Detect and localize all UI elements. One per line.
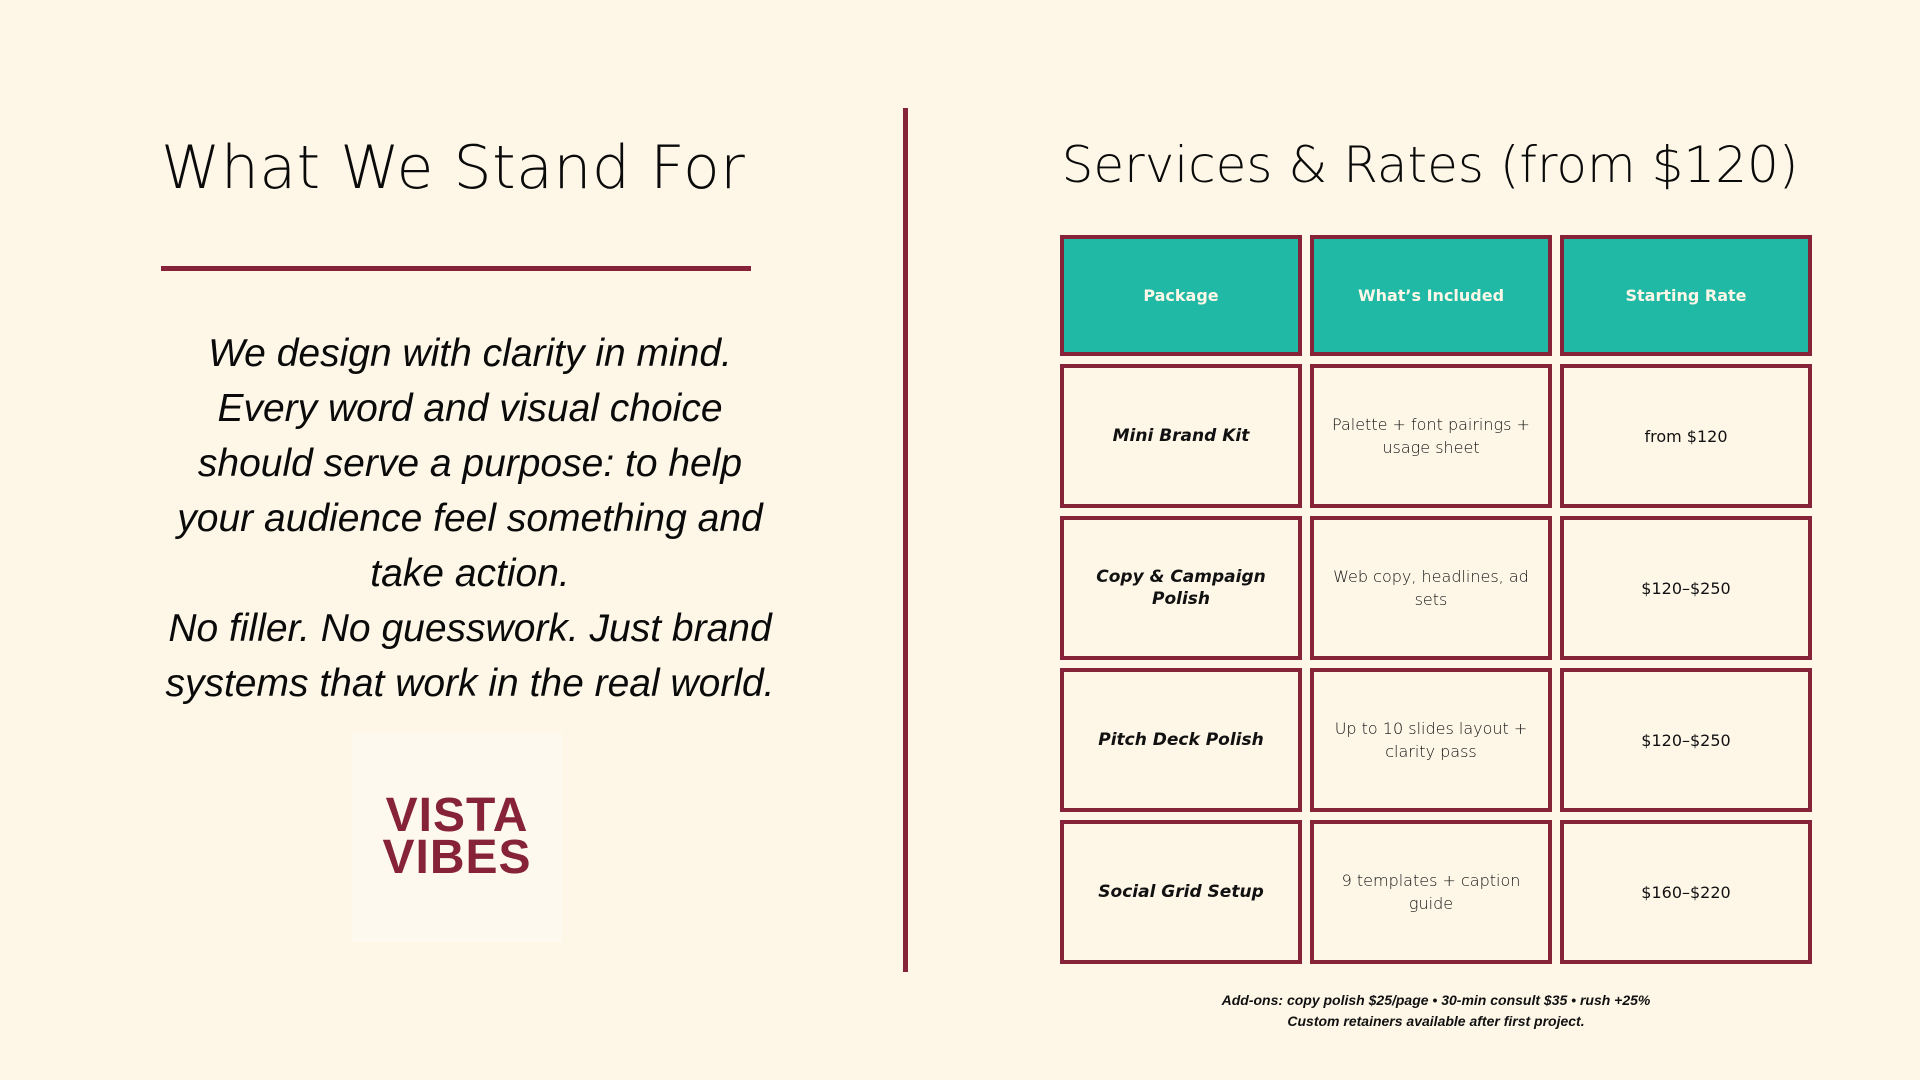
table-cell-package: Social Grid Setup bbox=[1060, 820, 1302, 964]
mission-line: Every word and visual choice should serv… bbox=[177, 387, 763, 595]
table-header-package: Package bbox=[1060, 235, 1302, 356]
logo-text-line-2: VIBES bbox=[382, 831, 532, 884]
table-cell-included: Up to 10 slides layout + clarity pass bbox=[1310, 668, 1552, 812]
table-cell-package: Pitch Deck Polish bbox=[1060, 668, 1302, 812]
mission-line: No filler. No guesswork. Just brand syst… bbox=[165, 607, 775, 705]
table-cell-included: Palette + font pairings + usage sheet bbox=[1310, 364, 1552, 508]
mission-statement: We design with clarity in mind. Every wo… bbox=[160, 326, 780, 711]
logo-text-line-1: VISTA bbox=[385, 789, 529, 842]
table-header-rate: Starting Rate bbox=[1560, 235, 1812, 356]
addons-line: Add-ons: copy polish $25/page • 30-min c… bbox=[1221, 992, 1651, 1008]
table-cell-rate: $160–$220 bbox=[1560, 820, 1812, 964]
brand-logo: VISTA VIBES bbox=[352, 732, 562, 942]
table-header-included: What’s Included bbox=[1310, 235, 1552, 356]
addons-footnote: Add-ons: copy polish $25/page • 30-min c… bbox=[1060, 990, 1812, 1032]
services-rates-table: Package What’s Included Starting Rate Mi… bbox=[1060, 235, 1812, 964]
table-cell-included: Web copy, headlines, ad sets bbox=[1310, 516, 1552, 660]
vertical-divider bbox=[903, 108, 908, 972]
title-underline-rule bbox=[161, 266, 751, 271]
table-cell-rate: $120–$250 bbox=[1560, 516, 1812, 660]
table-cell-included: 9 templates + caption guide bbox=[1310, 820, 1552, 964]
retainer-note: Custom retainers available after first p… bbox=[1287, 1013, 1585, 1029]
table-cell-package: Copy & Campaign Polish bbox=[1060, 516, 1302, 660]
table-cell-rate: $120–$250 bbox=[1560, 668, 1812, 812]
services-title: Services & Rates (from $120) bbox=[1061, 136, 1799, 194]
mission-line: We design with clarity in mind. bbox=[208, 332, 732, 375]
table-cell-package: Mini Brand Kit bbox=[1060, 364, 1302, 508]
table-cell-rate: from $120 bbox=[1560, 364, 1812, 508]
left-section-title: What We Stand For bbox=[161, 133, 746, 203]
